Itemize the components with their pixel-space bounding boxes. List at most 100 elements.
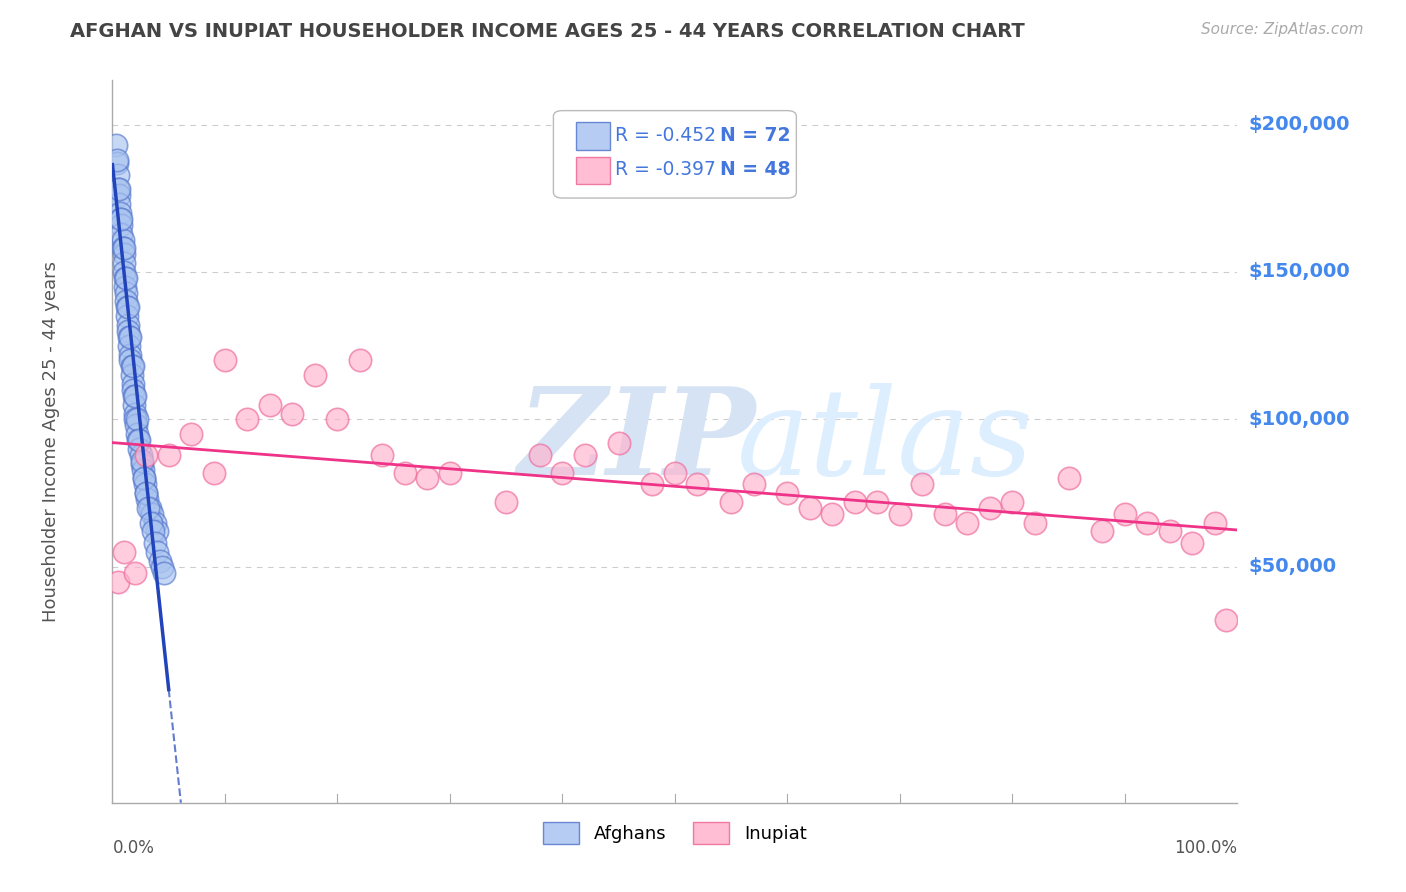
Point <box>607 436 630 450</box>
Point <box>105 156 128 170</box>
Point <box>114 279 136 293</box>
Point <box>135 448 157 462</box>
Point <box>131 453 153 467</box>
Point <box>1057 471 1080 485</box>
Point <box>142 524 165 539</box>
Text: $200,000: $200,000 <box>1249 115 1350 134</box>
Point <box>821 507 844 521</box>
Point <box>104 138 127 153</box>
Point <box>180 427 202 442</box>
Point <box>529 448 551 462</box>
Point <box>120 353 142 368</box>
Point <box>394 466 416 480</box>
Point <box>110 206 132 220</box>
Point <box>416 471 439 485</box>
Point <box>934 507 956 521</box>
Text: 0.0%: 0.0% <box>112 838 155 857</box>
Point <box>349 353 371 368</box>
Point <box>124 389 146 403</box>
Point <box>889 507 911 521</box>
Point <box>117 318 139 332</box>
Point <box>112 241 135 255</box>
Point <box>132 471 155 485</box>
Point <box>125 418 148 433</box>
Point <box>131 457 153 471</box>
Text: ZIP: ZIP <box>517 383 755 500</box>
Text: N = 48: N = 48 <box>720 161 790 179</box>
Point <box>143 516 166 530</box>
Point <box>110 211 132 226</box>
Text: atlas: atlas <box>737 383 1033 500</box>
Point <box>1159 524 1181 539</box>
Point <box>1114 507 1136 521</box>
Point <box>114 271 136 285</box>
Point <box>866 495 889 509</box>
Point <box>1136 516 1159 530</box>
Point <box>112 545 135 559</box>
Text: $50,000: $50,000 <box>1249 558 1337 576</box>
Point <box>574 448 596 462</box>
Point <box>108 182 131 196</box>
Point <box>115 285 138 300</box>
FancyBboxPatch shape <box>576 122 610 150</box>
Point <box>259 398 281 412</box>
Point <box>120 347 142 361</box>
Point <box>304 368 326 383</box>
Point <box>686 477 709 491</box>
Point <box>115 271 138 285</box>
Point <box>236 412 259 426</box>
Point <box>281 407 304 421</box>
Point <box>742 477 765 491</box>
Text: 100.0%: 100.0% <box>1174 838 1237 857</box>
Point <box>551 466 574 480</box>
Point <box>202 466 225 480</box>
Text: $150,000: $150,000 <box>1249 262 1350 282</box>
Point <box>214 353 236 368</box>
Point <box>844 495 866 509</box>
Point <box>121 377 143 392</box>
Point <box>124 412 146 426</box>
Point <box>124 566 146 580</box>
Point <box>112 256 135 270</box>
Point <box>150 560 173 574</box>
Point <box>664 466 686 480</box>
Point <box>115 309 138 323</box>
Point <box>134 477 156 491</box>
Point <box>141 507 163 521</box>
Point <box>439 466 461 480</box>
Point <box>146 545 169 559</box>
Point <box>115 294 138 309</box>
Point <box>127 427 149 442</box>
Point <box>117 324 139 338</box>
Point <box>105 153 128 167</box>
Point <box>128 442 150 456</box>
Point <box>1215 613 1237 627</box>
Point <box>146 524 169 539</box>
Point <box>132 462 155 476</box>
Point <box>136 491 159 506</box>
Point <box>107 574 129 589</box>
Point <box>127 412 149 426</box>
Point <box>138 500 160 515</box>
Point <box>129 448 152 462</box>
Point <box>1024 516 1046 530</box>
Point <box>122 389 145 403</box>
Text: R = -0.397: R = -0.397 <box>616 161 716 179</box>
Point <box>121 383 143 397</box>
Point <box>911 477 934 491</box>
Point <box>1181 536 1204 550</box>
FancyBboxPatch shape <box>576 157 610 185</box>
Text: AFGHAN VS INUPIAT HOUSEHOLDER INCOME AGES 25 - 44 YEARS CORRELATION CHART: AFGHAN VS INUPIAT HOUSEHOLDER INCOME AGE… <box>70 22 1025 41</box>
Point <box>108 188 131 202</box>
Text: $100,000: $100,000 <box>1249 410 1350 429</box>
Point <box>108 197 131 211</box>
Point <box>153 566 176 580</box>
Point <box>157 448 180 462</box>
Point <box>143 536 166 550</box>
Point <box>641 477 664 491</box>
Legend: Afghans, Inupiat: Afghans, Inupiat <box>536 815 814 852</box>
Point <box>799 500 821 515</box>
Point <box>139 516 162 530</box>
Point <box>979 500 1001 515</box>
Point <box>1001 495 1024 509</box>
